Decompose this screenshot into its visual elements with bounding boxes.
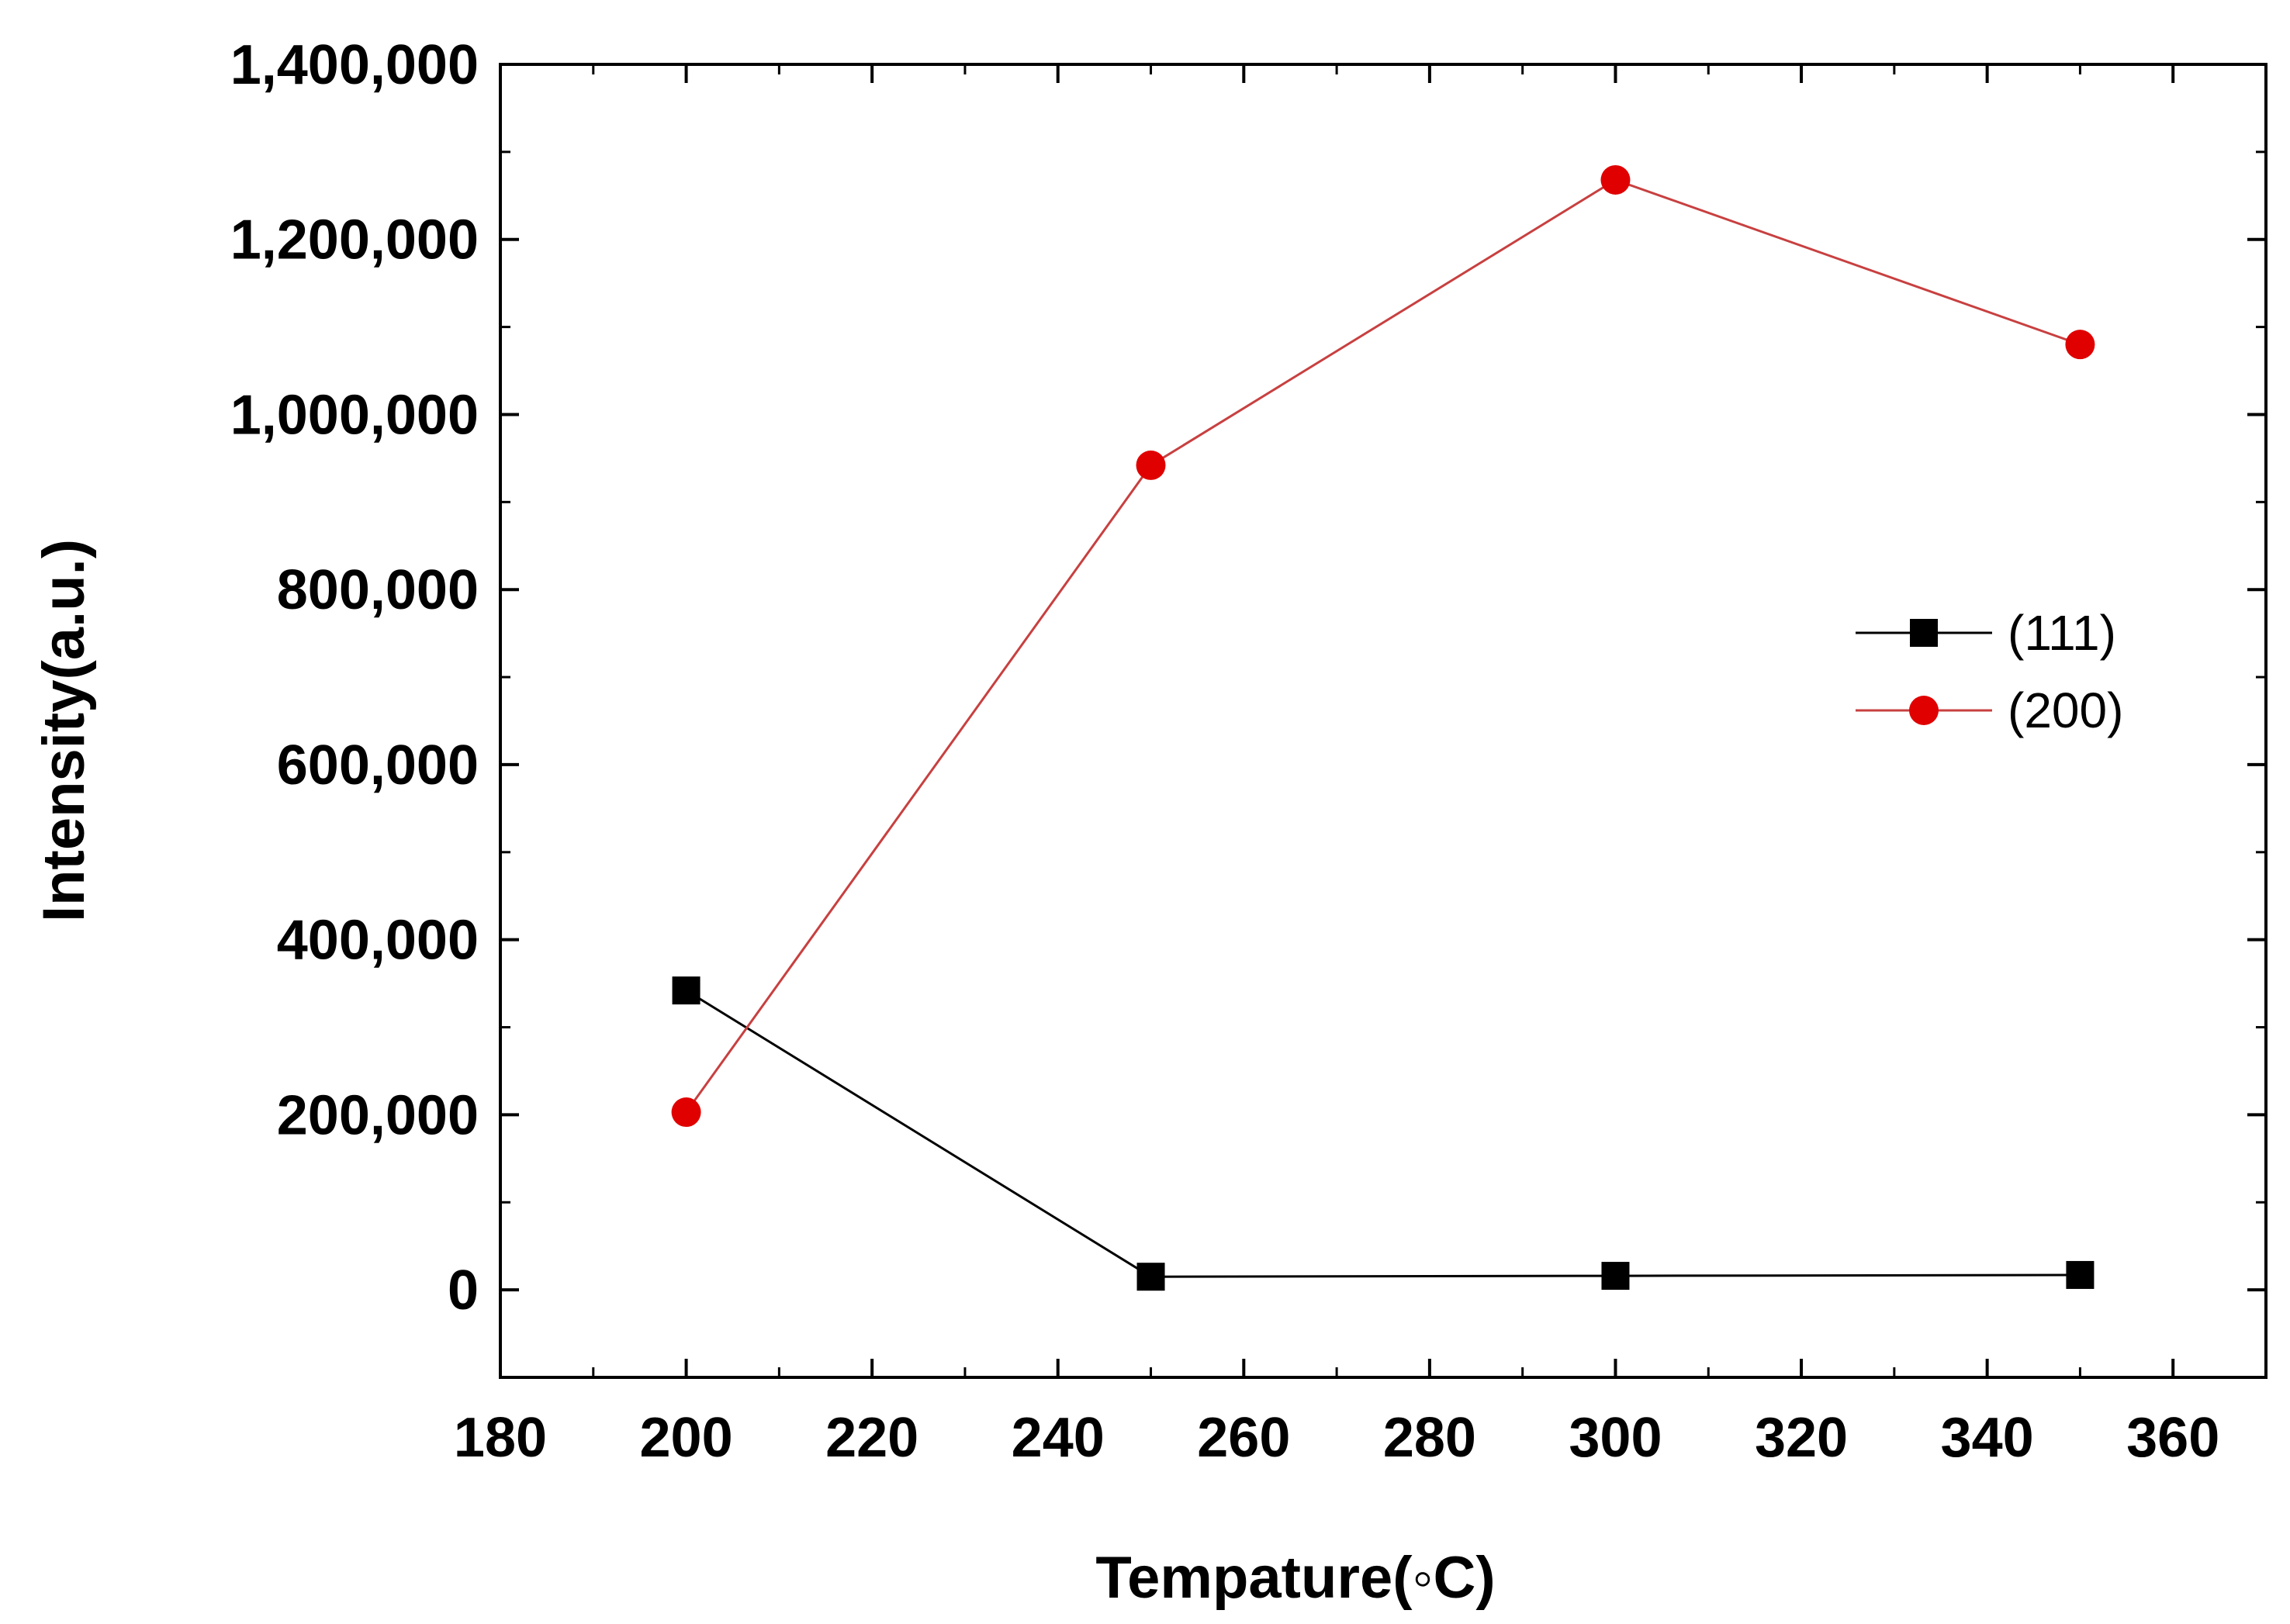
x-tick-label: 220 xyxy=(825,1407,918,1469)
y-tick-label: 800,000 xyxy=(277,559,479,621)
y-axis: 0 200,000 400,000 600,000 800,000 1,000,000 1,… xyxy=(230,34,2266,1379)
legend: (111) (200) xyxy=(1856,605,2123,738)
x-tick-label: 260 xyxy=(1197,1407,1290,1469)
x-tick-label: 240 xyxy=(1012,1407,1105,1469)
data-point-200 xyxy=(1600,164,1631,195)
legend-label-111: (111) xyxy=(2008,605,2116,661)
x-axis-title: Tempature(◦C) xyxy=(1095,1545,1495,1611)
series-line-0 xyxy=(685,989,2081,1278)
legend-marker-111 xyxy=(1910,619,1938,647)
x-tick-label: 300 xyxy=(1569,1407,1662,1469)
x-tick-label: 280 xyxy=(1383,1407,1476,1469)
series-markers xyxy=(671,164,2095,1291)
data-point-111 xyxy=(1136,1263,1165,1291)
x-tick-label: 180 xyxy=(454,1407,547,1469)
x-tick-label: 200 xyxy=(640,1407,733,1469)
legend-label-200: (200) xyxy=(2008,682,2123,738)
data-point-111 xyxy=(1601,1262,1630,1291)
data-point-200 xyxy=(1136,450,1166,480)
y-tick-label: 0 xyxy=(448,1259,479,1322)
y-tick-label: 600,000 xyxy=(277,734,479,796)
series-line-1 xyxy=(685,178,2081,1113)
y-tick-label: 400,000 xyxy=(277,910,479,972)
y-tick-label: 1,200,000 xyxy=(230,209,479,271)
y-tick-label: 1,000,000 xyxy=(230,384,479,446)
y-axis-title: Intensity(a.u.) xyxy=(31,539,97,922)
data-point-200 xyxy=(671,1097,701,1128)
data-point-200 xyxy=(2065,330,2095,360)
data-point-111 xyxy=(2066,1260,2095,1289)
x-tick-label: 340 xyxy=(1941,1407,2034,1469)
x-tick-label: 320 xyxy=(1755,1407,1848,1469)
y-tick-label: 200,000 xyxy=(277,1084,479,1146)
y-tick-label: 1,400,000 xyxy=(230,34,479,96)
series-lines xyxy=(685,178,2081,1278)
plot-frame xyxy=(499,63,2268,1379)
data-point-111 xyxy=(672,976,700,1005)
x-tick-label: 360 xyxy=(2126,1407,2219,1469)
x-axis: 180 200 220 240 260 280 300 320 340 360 xyxy=(454,64,2268,1469)
legend-marker-200 xyxy=(1909,696,1939,725)
